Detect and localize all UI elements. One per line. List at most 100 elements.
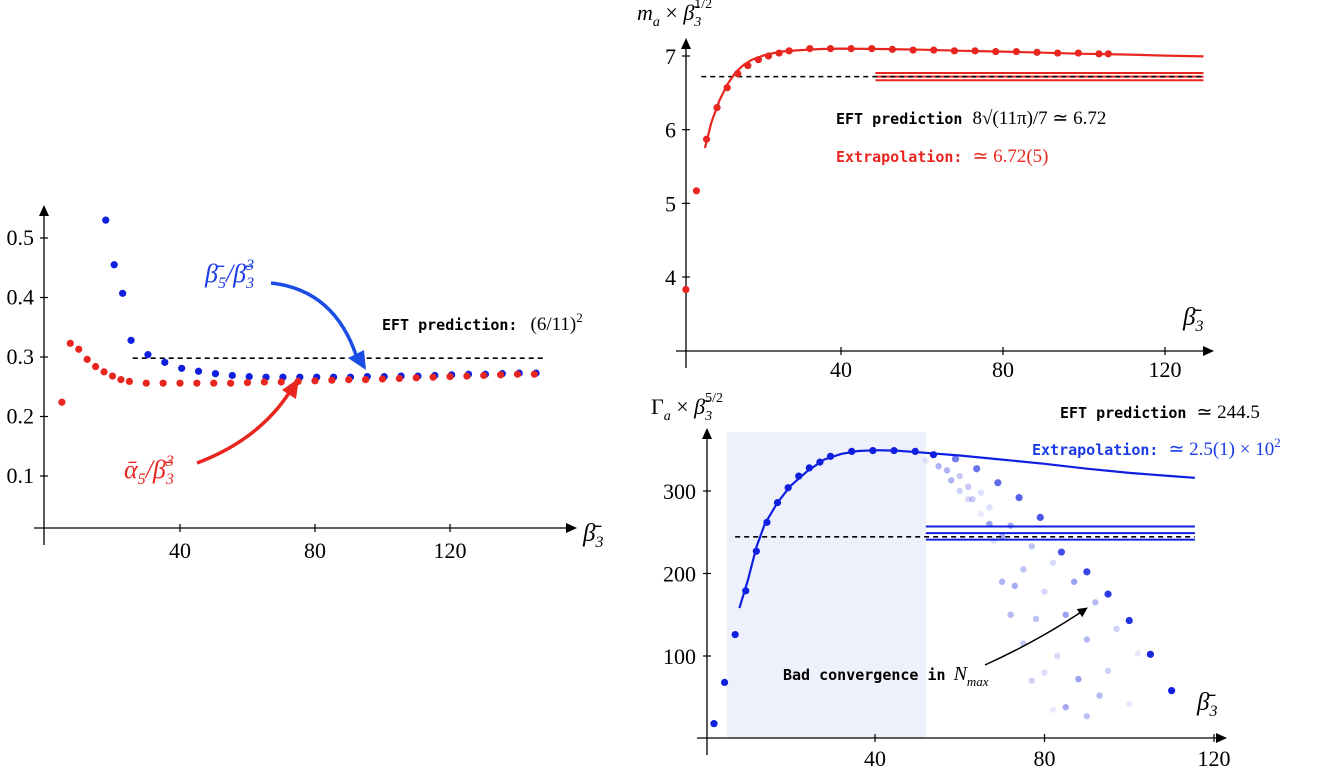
c3-data-point [1125,616,1133,625]
c1-red-point [100,368,108,376]
c3-data-point [994,479,1002,487]
c1-red-point [210,379,218,387]
c1-blue-series-label: β̄5/β̄33 [204,257,254,292]
c1-red-point [117,376,125,384]
c3-y-tick-label: 300 [663,479,696,504]
c3-faded-point [1113,625,1120,632]
c3-faded-point [948,477,955,484]
c1-y-tick-label: 0.3 [7,344,35,369]
c3-faded-point [1104,667,1112,675]
c2-data-point [888,45,897,53]
c2-data-point [992,47,1000,56]
c3-bad-convergence-arrow [984,607,1088,666]
c3-data-point [973,465,981,473]
c3-data-point [1168,687,1176,695]
c1-red-point [463,372,471,380]
c1-red-point [66,339,74,347]
c3-data-point [742,587,750,595]
c3-data-point [1083,568,1091,576]
c1-red-point [497,371,505,379]
c1-red-point [176,379,184,387]
c2-data-point [1095,50,1103,58]
c1-y-tick-label: 0.1 [7,463,35,488]
c3-faded-point [1083,713,1091,720]
c3-faded-point [935,463,942,470]
c1-x-axis-arrowhead [566,523,577,533]
c2-x-tick-label: 40 [830,357,852,382]
c3-data-point [1104,590,1112,598]
c3-data-point [1146,650,1155,658]
c3-faded-point [1126,700,1133,708]
c3-faded-point [1092,599,1099,606]
c2-data-point [702,135,711,143]
c3-data-point [890,446,898,455]
c2-data-point [744,61,752,70]
c1-red-point [243,378,252,387]
c2-data-point [713,103,721,112]
c1-blue-point [102,216,110,224]
c1-red-point [193,379,201,387]
c1-blue-point [110,261,118,269]
c3-faded-point [1049,559,1057,566]
c3-data-point [816,458,824,466]
c2-data-point [806,45,814,53]
c3-faded-point [1075,675,1082,683]
c1-blue-point [178,364,186,372]
c3-data-point [1057,548,1066,556]
c1-red-point [159,379,167,387]
c3-y-axis-arrowhead [702,428,712,439]
c3-faded-point [1083,636,1091,643]
c3-extrapolation-label: Extrapolation: ≃ 2.5(1) × 102 [1032,435,1281,460]
c3-faded-point [1062,703,1069,711]
c1-x-tick-label: 80 [304,538,326,563]
c2-data-point [1012,47,1020,56]
c3-faded-point [1007,611,1014,618]
c2-data-point [723,84,731,92]
c2-data-point [734,70,742,78]
c3-faded-point [965,496,972,503]
c1-blue-point [211,370,220,378]
c2-data-point [785,47,793,55]
c1-x-tick-label: 120 [434,538,467,563]
c2-data-point [682,285,690,294]
width-chart: 40 80 120 100 200 300 Γa × β̄35/2 β̄3 EFT pre… [651,391,1281,771]
c1-red-point [125,377,133,385]
c3-data-point [1036,513,1044,522]
c3-faded-point [1049,706,1057,713]
c3-faded-point [1041,588,1048,595]
c1-blue-arrow-head [348,350,366,370]
c3-faded-point [998,533,1006,540]
c1-red-point [480,371,488,380]
c3-data-point [826,452,835,460]
c3-data-point [731,630,739,639]
c3-faded-point [1054,652,1061,660]
c1-red-point [58,398,66,406]
c2-y-axis-arrowhead [681,38,691,49]
c3-data-point [951,455,960,463]
c1-blue-point [119,289,127,297]
c2-data-point [1033,48,1041,56]
c1-red-arrow-head [282,378,299,399]
c3-faded-point [965,483,972,491]
c1-red-series-label: ᾱ5/β̄33 [124,453,174,488]
ratio-chart: 40 80 120 0.1 0.2 0.3 0.4 0.5 β̄3 EFT predictio… [7,205,603,563]
c2-data-point [754,56,762,64]
c1-red-point [142,379,150,387]
c3-bad-convergence-label: Bad convergence in Nmax [783,663,989,689]
c1-x-axis-label: β̄3 [582,520,603,551]
c1-red-point [429,373,437,381]
c2-x-axis-arrowhead [1203,346,1214,356]
c2-data-point [826,45,835,53]
c2-data-point [775,49,783,57]
c3-faded-point [1028,543,1035,550]
c2-data-point [868,45,876,53]
c1-red-point [362,376,370,384]
c1-eft-label: EFT prediction: (6/11)2 [382,310,583,335]
c1-red-point [446,373,454,381]
c1-red-point [530,370,538,378]
c3-faded-point [956,487,963,495]
c3-faded-point [1070,578,1078,585]
c3-faded-point [1028,677,1035,684]
c3-y-tick-label: 200 [663,562,696,587]
